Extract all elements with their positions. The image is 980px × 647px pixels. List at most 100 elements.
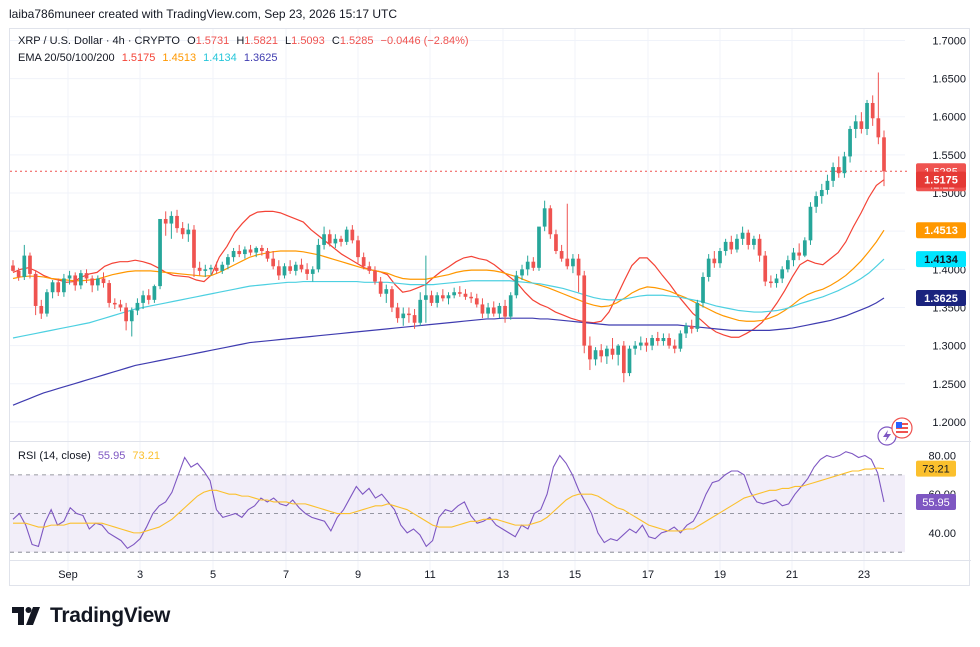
symbol-label[interactable]: XRP / U.S. Dollar · 4h · CRYPTO bbox=[18, 35, 180, 47]
candle bbox=[390, 286, 394, 313]
ema-label[interactable]: EMA 20/50/100/200 bbox=[18, 52, 115, 64]
candle bbox=[678, 330, 683, 352]
rsi-tick-label: 80.00 bbox=[928, 451, 956, 463]
candle-body bbox=[610, 348, 615, 355]
candle-body bbox=[282, 266, 287, 276]
candle bbox=[559, 244, 564, 262]
candle bbox=[520, 264, 524, 281]
candle-body bbox=[169, 215, 174, 224]
ema-50-line bbox=[12, 229, 885, 322]
candle-body bbox=[548, 208, 553, 235]
candle-body bbox=[248, 249, 253, 253]
ema50-badge: 1.4513 bbox=[916, 222, 966, 239]
candle bbox=[701, 272, 705, 308]
time-tick-label: Sep bbox=[58, 569, 78, 581]
candle-body bbox=[350, 229, 355, 241]
candle bbox=[271, 251, 276, 270]
chart-canvas[interactable]: 1.20001.25001.30001.35001.40001.45001.50… bbox=[10, 29, 971, 587]
candle bbox=[440, 289, 445, 302]
candle bbox=[565, 203, 570, 270]
candle-body bbox=[299, 264, 304, 270]
candle-body bbox=[220, 264, 225, 271]
candle bbox=[667, 333, 671, 349]
candle-body bbox=[62, 278, 66, 293]
candle-body bbox=[384, 289, 389, 294]
candle bbox=[605, 345, 609, 364]
candle bbox=[56, 278, 61, 297]
candle-body bbox=[22, 255, 27, 277]
candle-body bbox=[672, 345, 677, 349]
time-tick-label: 11 bbox=[424, 569, 435, 581]
time-tick-label: 3 bbox=[137, 569, 143, 581]
candle-body bbox=[497, 305, 502, 314]
candle-body bbox=[209, 267, 213, 270]
candle bbox=[220, 261, 225, 274]
candle bbox=[616, 344, 621, 366]
candle-body bbox=[712, 258, 717, 264]
time-tick-label: 7 bbox=[283, 569, 289, 581]
candle bbox=[469, 292, 473, 303]
ema20-value: 1.5175 bbox=[121, 52, 156, 64]
candle-body bbox=[429, 295, 434, 303]
candle-body bbox=[520, 269, 524, 276]
candle bbox=[378, 276, 383, 297]
candle-body bbox=[819, 189, 824, 197]
candle-body bbox=[203, 269, 208, 271]
candle-body bbox=[435, 295, 440, 303]
candle-body bbox=[740, 232, 745, 239]
candle-body bbox=[638, 342, 643, 346]
candle-body bbox=[90, 278, 95, 286]
candle bbox=[243, 246, 247, 259]
candle bbox=[11, 260, 15, 272]
candle-body bbox=[107, 283, 112, 303]
time-tick-label: 5 bbox=[210, 569, 216, 581]
candle-body bbox=[288, 266, 292, 271]
tradingview-logo[interactable]: TradingView bbox=[12, 604, 170, 628]
candle-body bbox=[842, 156, 847, 174]
candle bbox=[231, 247, 236, 262]
rsi-ma-badge-text: 73.21 bbox=[922, 464, 950, 476]
candle bbox=[237, 244, 242, 258]
candle bbox=[740, 226, 745, 245]
candle-body bbox=[310, 269, 315, 274]
candle bbox=[62, 273, 66, 297]
price-tick-label: 1.6000 bbox=[932, 112, 966, 124]
candle-body bbox=[503, 305, 507, 317]
flash-icon[interactable] bbox=[877, 426, 897, 446]
candle bbox=[508, 292, 513, 320]
candle-body bbox=[407, 313, 411, 316]
candle bbox=[339, 235, 343, 247]
candle bbox=[175, 209, 179, 233]
candle-body bbox=[390, 289, 394, 308]
candle-body bbox=[537, 226, 541, 268]
candle bbox=[101, 272, 106, 288]
candle bbox=[525, 255, 530, 276]
price-tick-label: 1.4000 bbox=[932, 264, 966, 276]
ema-20-line bbox=[12, 179, 885, 338]
ema100-badge-bg bbox=[916, 251, 966, 268]
candle-body bbox=[141, 295, 145, 303]
candle-body bbox=[180, 228, 185, 235]
candle bbox=[367, 261, 372, 274]
candle bbox=[124, 302, 128, 331]
candle bbox=[260, 244, 264, 256]
candle-body bbox=[746, 232, 751, 245]
candle bbox=[412, 309, 417, 329]
us-flag-icon[interactable] bbox=[891, 417, 913, 439]
rsi-label[interactable]: RSI (14, close) bbox=[18, 450, 91, 462]
candle-body bbox=[769, 281, 773, 284]
candle-body bbox=[701, 276, 705, 303]
candle-body bbox=[486, 307, 490, 314]
candle bbox=[214, 261, 219, 274]
candle bbox=[135, 298, 140, 316]
candle bbox=[491, 301, 496, 317]
candle bbox=[84, 269, 89, 284]
candle bbox=[209, 264, 213, 276]
time-tick-label: 23 bbox=[858, 569, 870, 581]
rsi-ma-value: 73.21 bbox=[132, 450, 160, 462]
candle bbox=[118, 299, 123, 312]
chart-frame[interactable]: 1.20001.25001.30001.35001.40001.45001.50… bbox=[9, 28, 971, 587]
candle-body bbox=[791, 252, 796, 261]
candle bbox=[28, 252, 32, 279]
candle bbox=[79, 270, 83, 290]
